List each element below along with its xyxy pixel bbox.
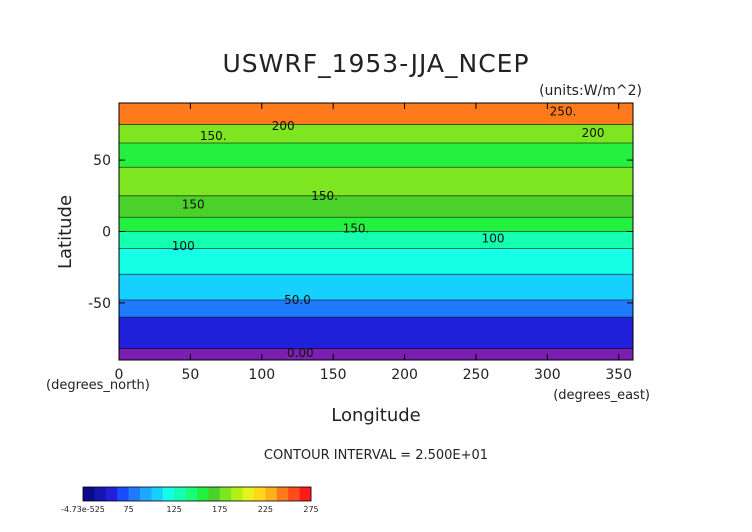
colorbar-swatch-9 bbox=[185, 487, 198, 501]
x-tick-label-6: 300 bbox=[534, 367, 561, 383]
colorbar-swatch-8 bbox=[174, 487, 186, 501]
lat-band-9 bbox=[119, 142, 633, 168]
colorbar-swatch-19 bbox=[299, 487, 312, 501]
x-tick-label-7: 350 bbox=[605, 367, 632, 383]
colorbar-swatch-14 bbox=[242, 487, 255, 501]
lat-band-1 bbox=[119, 317, 633, 349]
colorbar-tick-labels: -4.73e-525 75 125 175 225 275 bbox=[61, 505, 319, 514]
colorbar-swatch-5 bbox=[140, 487, 152, 501]
lat-band-8 bbox=[119, 167, 633, 196]
contour-label-2: 200 bbox=[582, 126, 605, 140]
lat-band-7 bbox=[119, 195, 633, 218]
colorbar-swatch-12 bbox=[219, 487, 232, 501]
contour-label-0: 250. bbox=[550, 105, 577, 119]
y-axis-ticks: -50 0 50 bbox=[88, 153, 633, 312]
colorbar-label-1: 75 bbox=[124, 505, 134, 514]
contour-label-1: 200 bbox=[272, 119, 295, 133]
x-tick-label-5: 250 bbox=[463, 367, 490, 383]
colorbar-swatch-2 bbox=[105, 487, 118, 501]
colorbar-swatch-6 bbox=[151, 487, 164, 501]
lat-band-6 bbox=[119, 217, 633, 232]
plot-area: 250. 200 200 150. 150 150. 150. 100 100 50.0 0.00 bbox=[119, 103, 633, 360]
colorbar-swatch-1 bbox=[94, 487, 107, 501]
y-tick-label-0: -50 bbox=[88, 296, 111, 312]
lat-band-5 bbox=[119, 231, 633, 249]
x-axis-label: Longitude bbox=[331, 405, 421, 426]
x-tick-label-3: 150 bbox=[320, 367, 347, 383]
x-unit-label: (degrees_east) bbox=[553, 388, 650, 403]
colorbar-swatch-7 bbox=[162, 487, 175, 501]
colorbar-swatch-10 bbox=[197, 487, 209, 501]
contour-labels: 250. 200 200 150. 150 150. 150. 100 100 50.0 0.00 bbox=[172, 105, 605, 360]
contour-label-5: 150. bbox=[311, 189, 338, 203]
colorbar-swatch-18 bbox=[288, 487, 300, 501]
contour-label-4: 150 bbox=[182, 197, 205, 211]
lat-band-3 bbox=[119, 274, 633, 301]
colorbar-label-3: 175 bbox=[212, 505, 227, 514]
colorbar bbox=[82, 486, 312, 502]
lat-band-2 bbox=[119, 300, 633, 318]
y-axis-label: Latitude bbox=[55, 195, 76, 269]
colorbar-label-2: 125 bbox=[167, 505, 182, 514]
contour-label-9: 50.0 bbox=[284, 293, 311, 307]
x-tick-label-0: 0 bbox=[115, 367, 124, 383]
chart-title: USWRF_1953-JJA_NCEP bbox=[222, 49, 529, 78]
lat-band-4 bbox=[119, 248, 633, 275]
colorbar-swatch-0 bbox=[83, 487, 95, 501]
colorbar-swatch-17 bbox=[276, 487, 289, 501]
colorbar-label-4: 225 bbox=[258, 505, 273, 514]
colorbar-swatch-13 bbox=[231, 487, 243, 501]
contour-label-3: 150. bbox=[200, 129, 227, 143]
lat-band-0 bbox=[119, 348, 633, 360]
colorbar-swatch-11 bbox=[208, 487, 221, 501]
colorbar-frame bbox=[82, 486, 312, 502]
contour-interval-text: CONTOUR INTERVAL = 2.500E+01 bbox=[264, 448, 488, 463]
colorbar-label-0: -4.73e-525 bbox=[61, 505, 105, 514]
colorbar-swatch-4 bbox=[128, 487, 141, 501]
colorbar-swatch-15 bbox=[254, 487, 266, 501]
x-tick-label-4: 200 bbox=[391, 367, 418, 383]
lat-band-11 bbox=[119, 103, 633, 125]
contour-label-10: 0.00 bbox=[287, 346, 314, 360]
colorbar-label-5: 275 bbox=[303, 505, 318, 514]
x-tick-label-1: 50 bbox=[181, 367, 199, 383]
contour-label-7: 100 bbox=[482, 232, 505, 246]
contour-label-6: 150. bbox=[343, 222, 370, 236]
contour-label-8: 100 bbox=[172, 239, 195, 253]
y-unit-label: (degrees_north) bbox=[46, 378, 150, 393]
data-bands bbox=[119, 103, 633, 360]
chart-units: (units:W/m^2) bbox=[539, 83, 642, 99]
colorbar-swatch-16 bbox=[265, 487, 278, 501]
y-tick-label-1: 0 bbox=[102, 225, 111, 241]
lat-band-10 bbox=[119, 124, 633, 143]
x-tick-label-2: 100 bbox=[248, 367, 275, 383]
colorbar-swatch-3 bbox=[117, 487, 129, 501]
y-tick-label-2: 50 bbox=[93, 153, 111, 169]
x-axis-ticks: 0 50 100 150 200 250 300 350 bbox=[115, 103, 632, 383]
